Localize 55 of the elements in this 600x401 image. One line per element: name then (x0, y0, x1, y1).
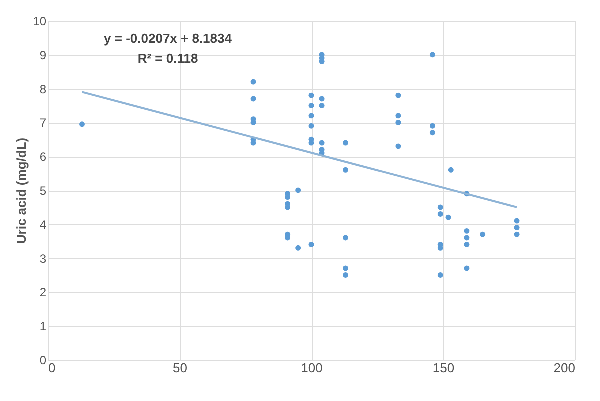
point (343, 266, 348, 272)
y-tick-label: 5 (40, 184, 47, 198)
point (514, 218, 520, 224)
y-tick-label: 1 (40, 320, 47, 334)
point (396, 144, 402, 150)
point (464, 235, 470, 241)
point (296, 188, 302, 194)
point (396, 120, 402, 126)
y-tick-label: 7 (40, 116, 47, 130)
y-tick-label: 2 (40, 286, 47, 300)
y-tick-label: 10 (33, 14, 47, 28)
point (343, 272, 348, 278)
point (308, 113, 314, 119)
point (80, 122, 85, 128)
point (464, 266, 470, 272)
point (430, 130, 436, 136)
annotation: R² = 0.118 (138, 51, 198, 66)
point (319, 140, 325, 146)
point (308, 103, 314, 108)
point (480, 232, 486, 238)
point (438, 204, 444, 210)
point (308, 92, 314, 98)
point (464, 228, 470, 234)
point (319, 96, 325, 102)
annotation: y = -0.0207x + 8.1834 (104, 31, 233, 46)
y-tick-label: 6 (40, 150, 47, 164)
point (430, 123, 436, 129)
point (448, 167, 454, 173)
x-tick-label: 150 (432, 360, 455, 376)
point (343, 235, 348, 241)
point (343, 140, 348, 146)
y-axis-title: Uric acid (mg/dL) (14, 138, 30, 244)
y-tick-label: 3 (40, 252, 47, 266)
point (296, 245, 302, 251)
point (396, 92, 402, 98)
point (308, 123, 314, 129)
y-tick-label: 9 (40, 48, 47, 62)
point (514, 225, 520, 231)
x-tick-label: 100 (301, 360, 323, 376)
point (446, 214, 452, 220)
x-tick-label: 200 (554, 360, 576, 376)
point (343, 167, 348, 173)
point (319, 103, 325, 108)
point (464, 242, 470, 248)
x-tick-label: 50 (173, 360, 188, 376)
point (250, 96, 256, 102)
point (396, 113, 402, 119)
point (308, 242, 314, 248)
point (438, 272, 444, 278)
point (430, 52, 436, 58)
point (250, 79, 256, 85)
point (514, 232, 520, 238)
point (438, 211, 444, 217)
y-tick-label: 8 (40, 82, 47, 96)
y-tick-label: 4 (40, 218, 47, 232)
